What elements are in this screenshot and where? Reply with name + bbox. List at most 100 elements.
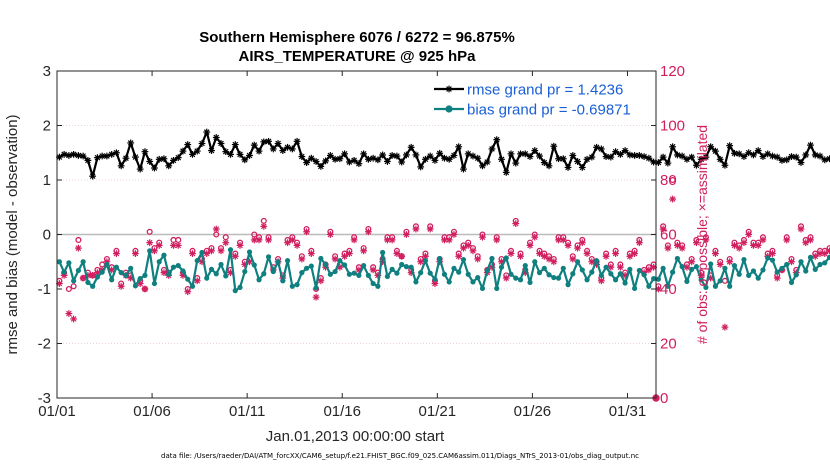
rmse-marker [716,155,724,163]
rmse-marker [616,150,624,158]
bias-marker [494,285,500,292]
rmse-marker [498,155,505,163]
rmse-marker [479,162,486,170]
bias-marker [460,256,467,263]
rmse-marker [645,154,653,162]
bias-marker [603,264,609,270]
obs-assimilated-marker [493,236,501,244]
bias-marker [332,268,338,275]
rmse-marker [654,159,662,166]
bias-marker [180,268,186,274]
bias-marker [123,272,129,278]
x-axis-label: Jan.01,2013 00:00:00 start [266,428,445,445]
rmse-marker [550,142,558,150]
x-tick-label: 01/21 [419,403,457,420]
rmse-marker [360,150,368,158]
obs-assimilated-marker [726,258,734,266]
obs-assimilated-marker [288,236,296,244]
obs-assimilated-marker [317,277,325,285]
rmse-marker [517,150,524,158]
bias-marker [527,279,533,286]
obs-assimilated-marker [132,250,139,257]
obs-assimilated-marker [574,244,581,252]
bias-marker [646,283,652,289]
rmse-marker [317,162,325,170]
bias-marker [161,252,167,258]
rmse-marker [426,152,434,160]
obs-assimilated-marker [688,258,696,266]
bias-marker [608,271,614,277]
bias-marker [755,275,761,281]
rmse-marker [70,150,78,158]
bias-marker [289,283,295,289]
bias-marker [812,266,818,272]
y-tick-label: 3 [43,63,51,80]
y-tick-label: -1 [38,281,51,298]
bias-marker [261,271,267,277]
obs-assimilated-marker [469,247,477,255]
bias-marker [408,264,414,270]
bias-marker [826,254,830,260]
bias-marker [698,277,704,283]
rmse-marker [407,143,415,151]
rmse-marker [702,153,710,161]
obs-assimilated-marker [797,225,805,233]
bias-marker [132,283,139,289]
rmse-marker [493,136,501,144]
rmse-marker [398,158,406,166]
bias-marker [513,275,519,281]
bias-marker [194,258,200,264]
rmse-marker [740,153,748,160]
rmse-marker [659,153,667,161]
rmse-marker [250,141,258,149]
y-right-tick-label: 100 [660,118,685,135]
bias-marker [242,268,248,275]
obs-assimilated-marker [65,310,73,317]
obs-assimilated-marker [364,228,372,236]
obs-assimilated-marker [683,263,691,271]
obs-assimilated-marker [635,239,643,247]
obs-assimilated-marker [464,242,472,249]
bias-marker [156,259,162,265]
rmse-marker [754,147,762,154]
rmse-marker [526,153,534,160]
rmse-marker [79,152,87,160]
rmse-marker [412,151,420,159]
obs-assimilated-marker [693,239,700,247]
obs-assimilated-marker [403,231,410,238]
rmse-marker [488,145,496,153]
obs-assimilated-marker [583,250,591,257]
rmse-marker [179,147,187,155]
rmse-marker [403,151,410,159]
bias-marker [61,269,67,275]
obs-assimilated-marker [307,250,315,257]
bias-marker [151,280,158,287]
obs-possible-marker [170,236,177,244]
rmse-marker [545,162,553,170]
legend-label-rmse: rmse grand pr = 1.4236 [467,82,623,99]
bias-marker [551,274,557,281]
legend-marker-bias [445,105,453,113]
bias-marker [555,275,562,281]
obs-assimilated-marker [155,242,163,249]
chart-title: Southern Hemisphere 6076 / 6272 = 96.875… [199,29,515,46]
rmse-marker [227,150,234,158]
obs-assimilated-marker [702,236,710,244]
rmse-marker [170,156,177,164]
bias-marker [432,276,438,282]
bias-marker [294,282,300,288]
obs-assimilated-marker [312,293,320,301]
obs-assimilated-marker [450,231,458,238]
bias-marker [246,249,253,255]
rmse-marker [816,152,824,160]
bias-marker [56,259,62,265]
rmse-marker [821,156,829,164]
obs-assimilated-marker [70,315,78,323]
obs-assimilated-marker [545,255,553,263]
obs-possible-marker [99,261,106,268]
obs-assimilated-marker [236,242,244,249]
rmse-marker [341,150,349,158]
obs-assimilated-marker [559,236,567,244]
rmse-marker [312,158,320,165]
bias-marker [185,276,191,282]
